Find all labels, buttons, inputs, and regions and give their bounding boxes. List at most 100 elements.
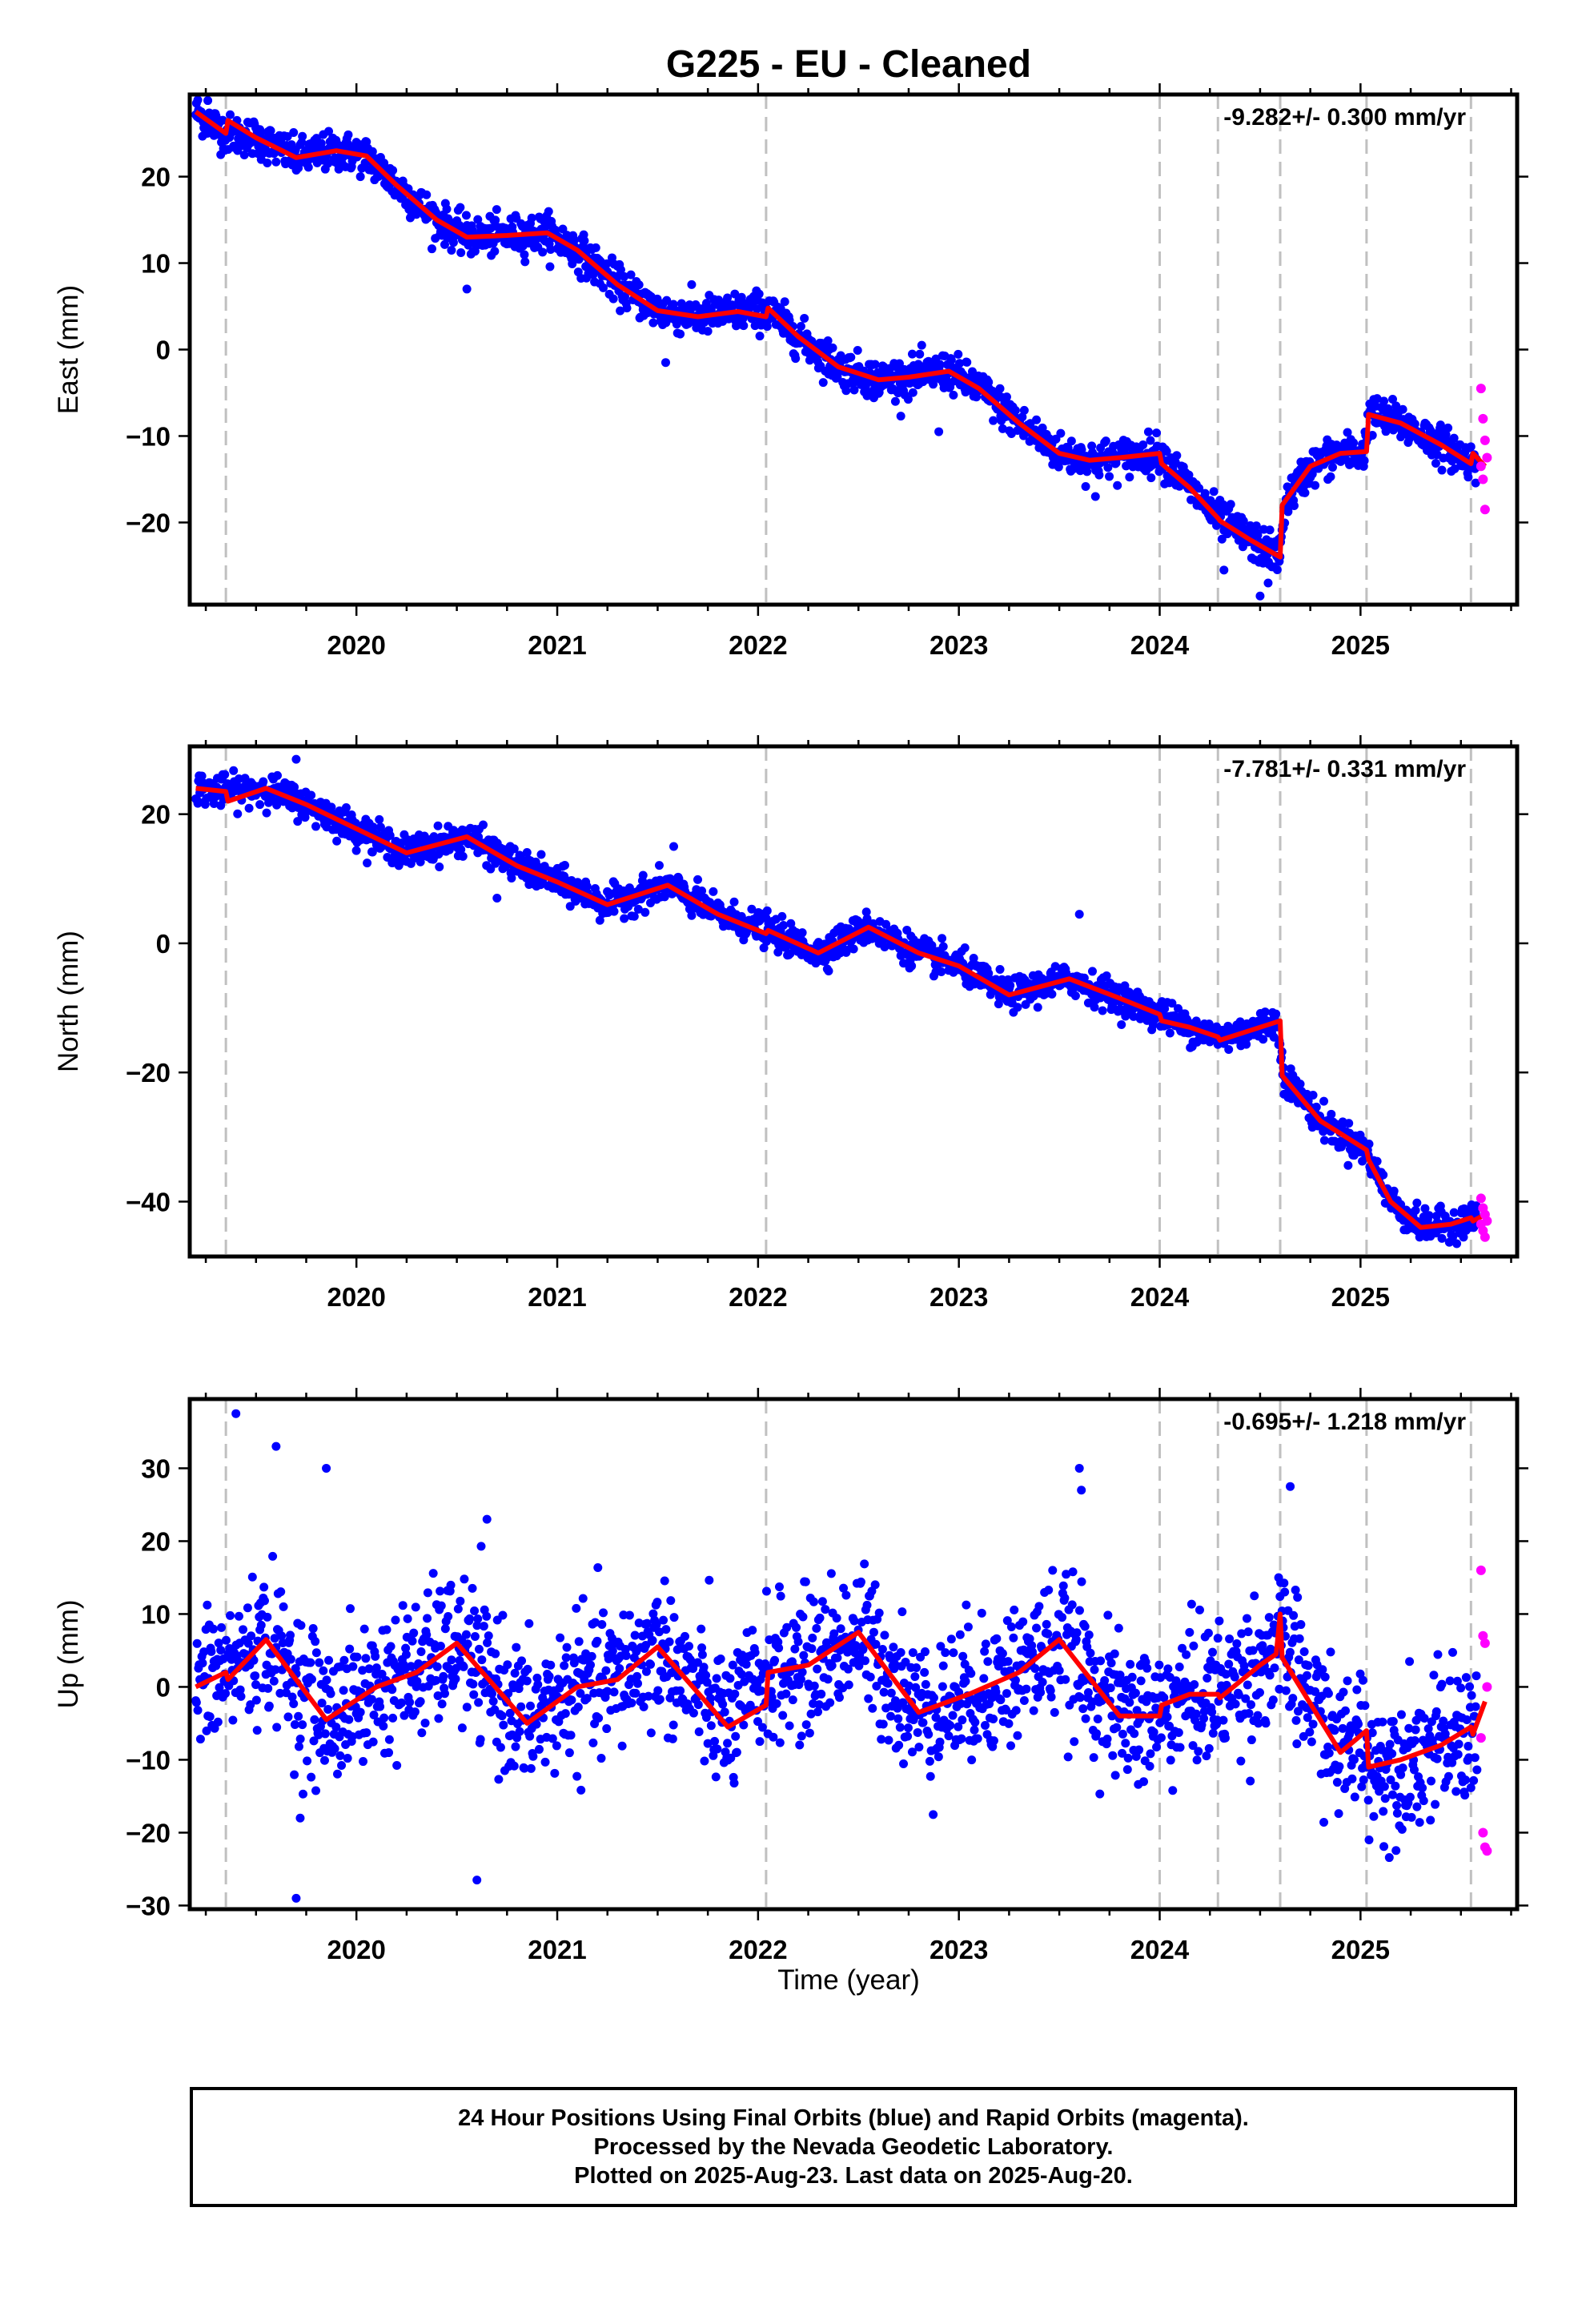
data-point — [409, 1628, 419, 1638]
data-point — [659, 1615, 669, 1625]
data-point — [582, 1694, 592, 1703]
data-point — [476, 1542, 486, 1551]
data-point — [573, 1703, 583, 1712]
data-point — [629, 911, 639, 921]
data-point — [797, 1731, 806, 1741]
data-point — [503, 1660, 512, 1670]
data-point — [666, 1596, 676, 1606]
data-point — [556, 1633, 565, 1642]
data-point — [371, 1663, 381, 1673]
data-point — [568, 259, 577, 268]
data-point — [747, 904, 757, 914]
data-point — [468, 1583, 477, 1593]
data-point — [660, 892, 669, 902]
data-point — [540, 1757, 550, 1767]
data-point — [401, 1643, 411, 1653]
data-point — [984, 377, 994, 387]
data-point — [474, 1698, 484, 1707]
data-point — [757, 1686, 766, 1695]
data-point — [762, 906, 772, 915]
data-point — [797, 1667, 807, 1677]
rapid-point — [1478, 413, 1488, 424]
data-point — [1449, 1208, 1459, 1217]
data-point — [251, 1680, 261, 1690]
data-point — [446, 1580, 456, 1590]
x-tick-label: 2020 — [327, 1282, 385, 1312]
data-point — [532, 1673, 542, 1683]
data-point — [652, 1619, 661, 1629]
data-point — [550, 1768, 560, 1778]
data-point — [1251, 521, 1261, 531]
data-point — [1200, 489, 1210, 498]
data-point — [259, 1582, 269, 1592]
data-point — [1032, 415, 1042, 424]
data-point — [1253, 530, 1263, 540]
data-point — [197, 771, 207, 781]
data-point — [569, 1659, 579, 1668]
data-point — [465, 1614, 475, 1623]
data-point — [566, 1731, 576, 1740]
data-point — [938, 942, 948, 951]
data-point — [367, 1695, 376, 1704]
data-point — [832, 1614, 841, 1623]
data-point — [199, 1647, 209, 1657]
data-point — [1327, 462, 1337, 472]
x-tick-label: 2022 — [729, 1282, 787, 1312]
data-point — [739, 1720, 749, 1730]
data-point — [591, 243, 600, 252]
data-point — [276, 1587, 286, 1597]
data-point — [621, 1651, 631, 1660]
data-point — [915, 349, 925, 359]
y-tick-label: −40 — [126, 1187, 171, 1216]
data-point — [779, 920, 789, 930]
data-point — [247, 1631, 256, 1641]
data-point — [772, 1699, 781, 1708]
data-point — [669, 300, 678, 309]
data-point — [593, 1562, 603, 1572]
data-point — [401, 1650, 411, 1659]
data-point — [239, 1625, 248, 1634]
x-tick-label: 2020 — [327, 630, 385, 660]
data-point — [1038, 423, 1047, 432]
data-point — [685, 1642, 694, 1651]
data-point — [384, 1748, 394, 1758]
data-point — [300, 813, 310, 822]
data-point — [778, 1711, 788, 1720]
data-point — [435, 862, 444, 871]
data-point — [363, 858, 372, 868]
x-tick-label: 2022 — [729, 630, 787, 660]
data-point — [375, 822, 385, 832]
data-point — [545, 262, 555, 271]
data-point — [423, 1588, 432, 1598]
data-point — [599, 1608, 608, 1618]
data-point — [388, 1713, 398, 1723]
data-point — [1212, 521, 1222, 530]
data-point — [220, 770, 230, 779]
data-point — [512, 1642, 521, 1652]
data-point — [416, 1697, 425, 1707]
data-point — [626, 270, 636, 279]
data-point — [405, 1698, 415, 1707]
data-point — [327, 802, 336, 812]
data-point — [377, 1670, 387, 1679]
data-point — [697, 887, 707, 896]
data-point — [1271, 1009, 1281, 1019]
data-point — [1319, 1136, 1329, 1145]
data-point — [462, 284, 472, 294]
data-point — [1010, 406, 1020, 416]
data-point — [299, 1789, 308, 1799]
data-point — [818, 378, 828, 388]
data-point — [236, 1691, 246, 1701]
data-point — [1219, 565, 1229, 575]
data-point — [1424, 1211, 1434, 1220]
data-point — [854, 1661, 864, 1671]
data-point — [538, 247, 548, 257]
data-point — [479, 1622, 488, 1631]
data-point — [870, 360, 880, 369]
data-point — [287, 1692, 297, 1702]
data-point — [1263, 578, 1273, 588]
data-point — [337, 1760, 347, 1770]
data-point — [597, 1620, 607, 1630]
data-point — [567, 1695, 576, 1705]
data-point — [809, 1597, 818, 1606]
